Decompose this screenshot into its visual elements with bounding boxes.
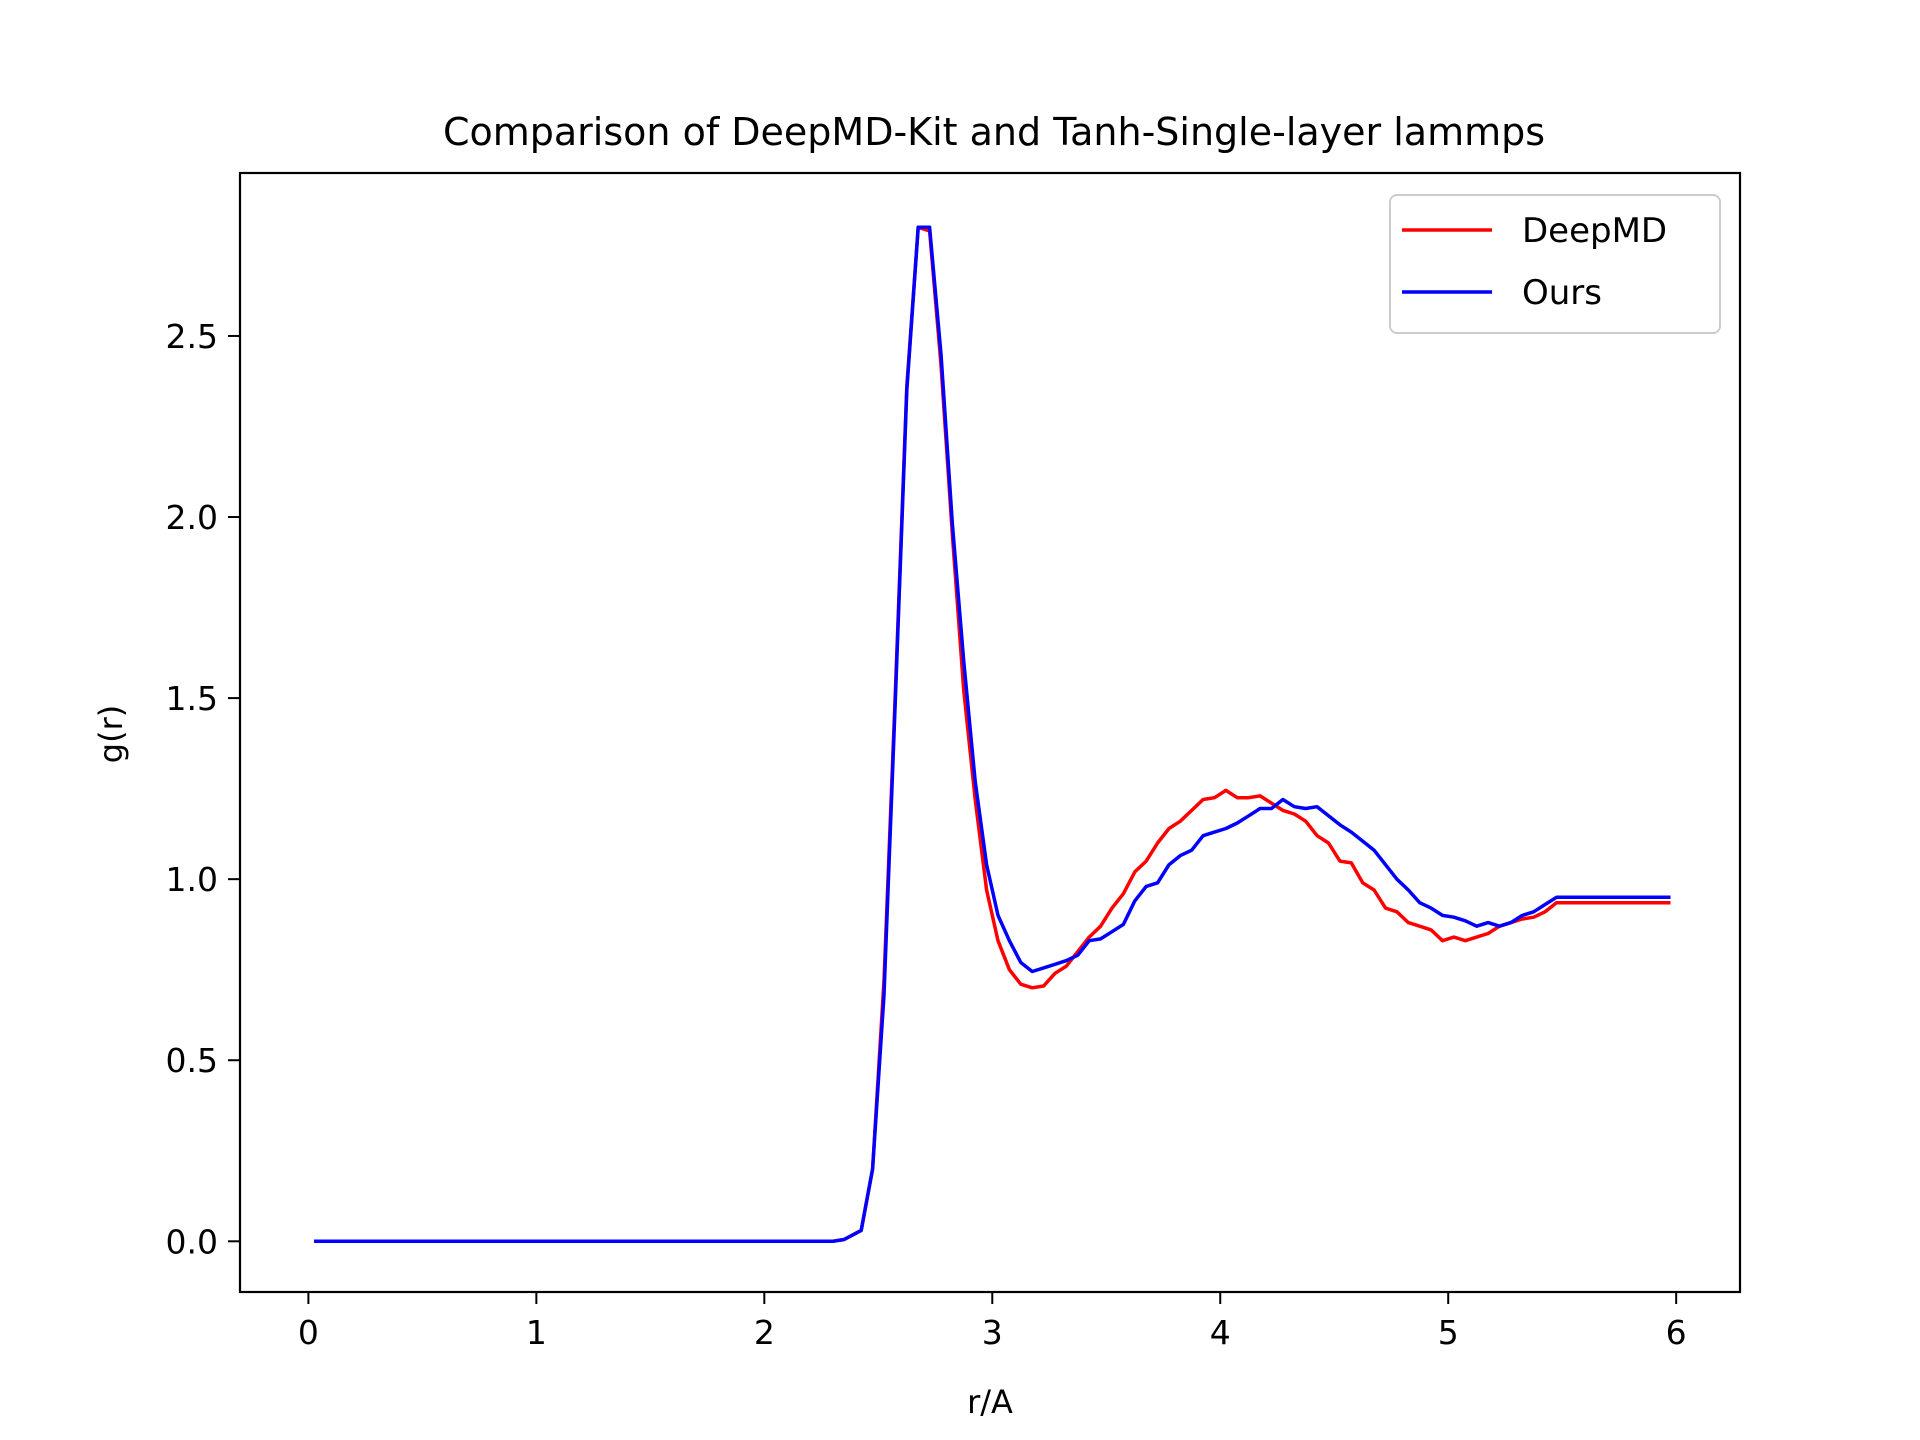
y-axis-label: g(r) <box>92 705 130 763</box>
x-tick-label: 3 <box>982 1313 1003 1352</box>
x-tick-label: 6 <box>1666 1313 1687 1352</box>
y-tick-label: 1.5 <box>166 679 218 718</box>
y-tick-label: 0.0 <box>166 1222 218 1261</box>
x-tick-label: 4 <box>1210 1313 1231 1352</box>
legend-label-deepmd: DeepMD <box>1522 211 1667 251</box>
y-tick-label: 2.5 <box>166 317 218 356</box>
lines-layer <box>314 225 1671 1244</box>
x-ticks: 0 1 2 3 4 5 6 <box>298 1292 1687 1352</box>
plot-frame <box>238 171 1742 1294</box>
y-tick-label: 2.0 <box>166 498 218 537</box>
x-tick-label: 0 <box>298 1313 319 1352</box>
x-tick-label: 2 <box>754 1313 775 1352</box>
x-tick-label: 1 <box>526 1313 547 1352</box>
y-tick-label: 0.5 <box>166 1041 218 1080</box>
y-ticks: 0.0 0.5 1.0 1.5 2.0 2.5 <box>166 317 240 1261</box>
series-line-ours <box>314 225 1671 1244</box>
legend: DeepMD Ours <box>1389 194 1721 334</box>
y-tick-label: 1.0 <box>166 860 218 899</box>
x-axis-label: r/A <box>967 1383 1013 1421</box>
x-tick-label: 5 <box>1438 1313 1459 1352</box>
chart-title: Comparison of DeepMD-Kit and Tanh-Single… <box>443 110 1545 154</box>
legend-label-ours: Ours <box>1522 273 1602 313</box>
